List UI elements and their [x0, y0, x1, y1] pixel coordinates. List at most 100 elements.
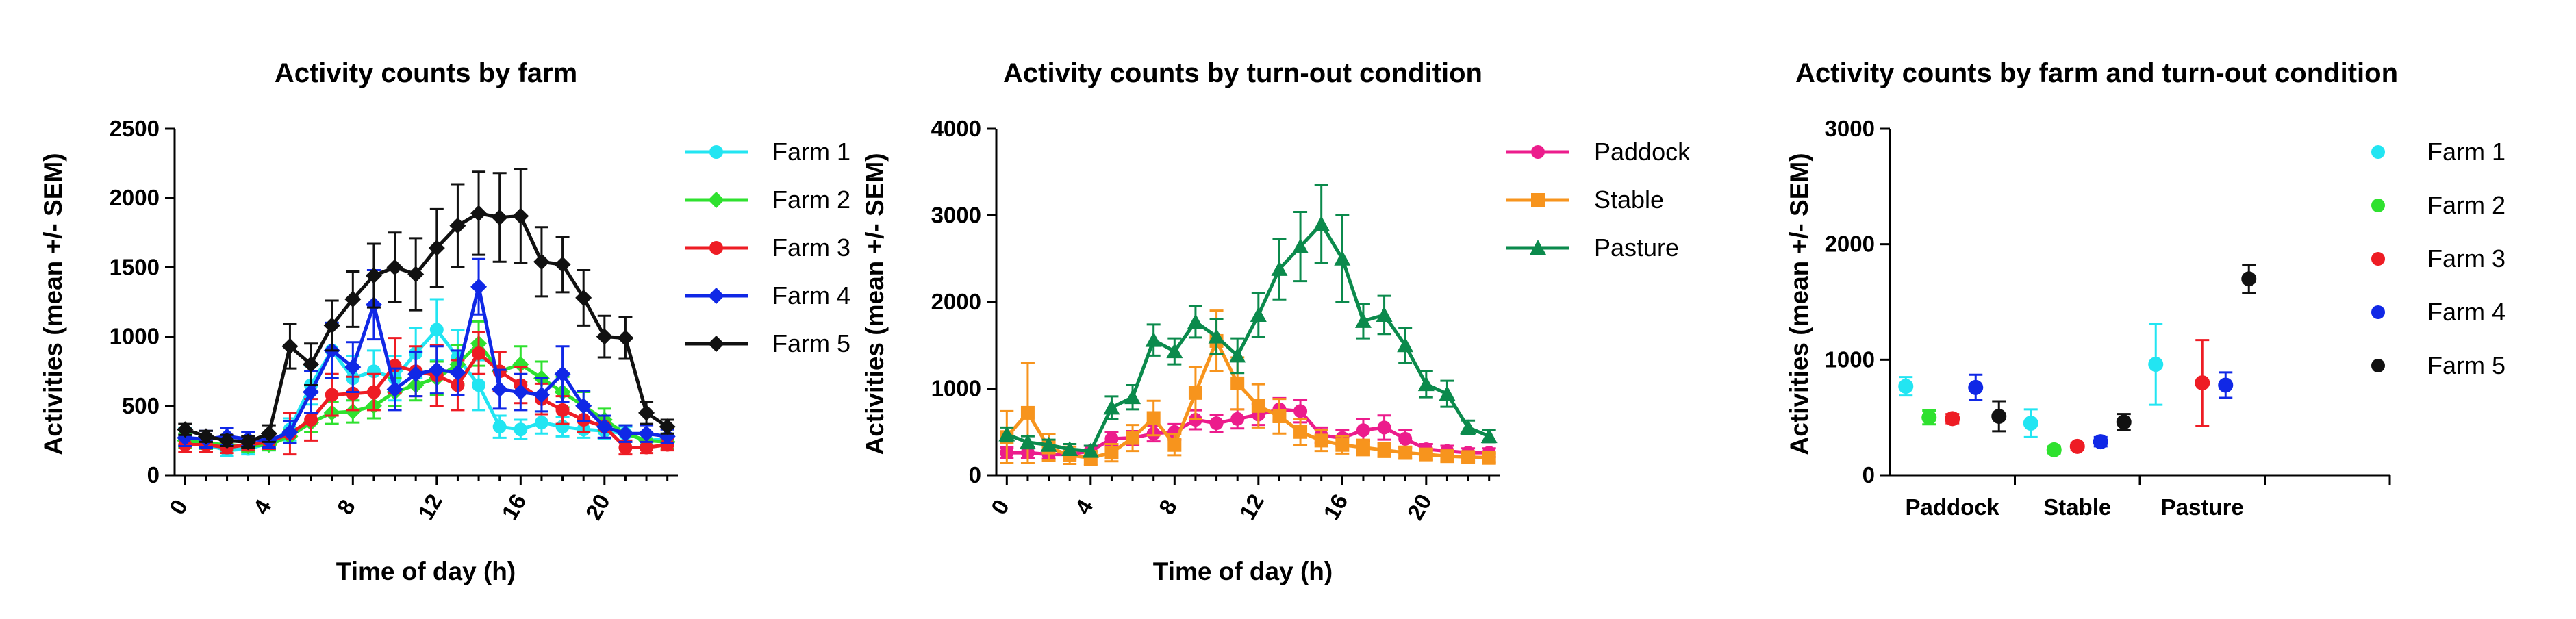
- x-tick-label: 0: [986, 495, 1014, 518]
- plot-area: [1898, 264, 2257, 457]
- data-point: [2069, 438, 2085, 454]
- legend-item-farm-1: Farm 1: [685, 138, 850, 166]
- data-point: [555, 403, 570, 417]
- data-point: [1250, 306, 1267, 322]
- series-line: [185, 285, 668, 442]
- data-point: [1208, 328, 1225, 344]
- data-point: [386, 381, 403, 398]
- y-tick-label: 2000: [931, 289, 981, 314]
- series-line: [185, 351, 668, 449]
- series-farm-5: [177, 168, 676, 451]
- data-point: [638, 425, 655, 442]
- legend-marker: [709, 241, 723, 255]
- data-point: [659, 428, 676, 445]
- data-point: [177, 421, 194, 438]
- data-point: [617, 329, 634, 346]
- data-point: [534, 416, 548, 430]
- y-tick-label: 2500: [110, 116, 160, 141]
- data-point: [1945, 411, 1960, 427]
- data-point: [240, 433, 257, 451]
- data-point: [1898, 379, 1914, 394]
- data-point: [366, 385, 381, 399]
- data-point: [365, 267, 382, 284]
- data-point: [492, 420, 507, 434]
- data-point: [470, 278, 488, 295]
- data-point: [1293, 425, 1308, 439]
- chart-title: Activity counts by farm and turn-out con…: [1795, 58, 2398, 88]
- data-point: [1419, 447, 1433, 462]
- data-point: [197, 428, 214, 445]
- data-point: [472, 378, 486, 392]
- legend-item-farm-1: Farm 1: [2371, 138, 2505, 166]
- legend-item-farm-3: Farm 3: [2371, 244, 2505, 273]
- legend-label: Farm 4: [772, 281, 850, 310]
- y-tick-label: 0: [969, 462, 981, 488]
- legend-marker: [2371, 145, 2385, 159]
- legend-label: Stable: [1594, 186, 1664, 214]
- series-farm-2: [1921, 409, 2062, 457]
- legend-item-farm-4: Farm 4: [685, 281, 850, 310]
- data-point: [1968, 379, 1984, 395]
- data-point: [260, 425, 277, 442]
- data-point: [1356, 423, 1370, 438]
- data-point: [533, 386, 550, 403]
- data-point: [596, 328, 613, 345]
- data-point: [218, 432, 236, 449]
- data-point: [660, 438, 674, 452]
- data-point: [1354, 312, 1372, 328]
- data-point: [1921, 409, 1937, 425]
- data-point: [1376, 306, 1393, 322]
- x-tick-label: 8: [332, 495, 360, 518]
- chart-title: Activity counts by turn-out condition: [1003, 58, 1482, 88]
- x-axis-label: Time of day (h): [336, 557, 516, 585]
- data-point: [449, 364, 466, 381]
- data-point: [1166, 343, 1183, 359]
- x-tick-label: 0: [164, 495, 192, 518]
- panel-by-farm-and-turnout: Activity counts by farm and turn-out con…: [1785, 58, 2505, 520]
- data-point: [1229, 347, 1246, 363]
- data-point: [998, 426, 1015, 442]
- data-point: [1061, 441, 1078, 457]
- data-point: [1440, 449, 1454, 464]
- y-axis-label: Activities (mean +/- SEM): [1785, 153, 1813, 455]
- legend-item-pasture: Pasture: [1506, 233, 1679, 262]
- data-point: [323, 317, 340, 334]
- legend-item-farm-5: Farm 5: [2371, 351, 2505, 379]
- series-farm-4: [1968, 371, 2234, 450]
- data-point: [514, 422, 528, 437]
- data-point: [303, 383, 320, 401]
- legend-item-paddock: Paddock: [1506, 138, 1691, 166]
- data-point: [1230, 376, 1245, 390]
- data-point: [428, 362, 445, 379]
- data-point: [1167, 438, 1182, 452]
- series-farm-5: [1991, 264, 2257, 433]
- x-tick-label: 20: [1402, 490, 1437, 524]
- data-point: [1251, 399, 1265, 413]
- data-point: [281, 338, 299, 355]
- data-point: [1019, 433, 1036, 449]
- data-point: [1126, 431, 1140, 445]
- data-point: [618, 440, 633, 455]
- data-point: [640, 440, 654, 455]
- data-point: [303, 356, 320, 373]
- legend-item-farm-2: Farm 2: [2371, 191, 2505, 219]
- data-point: [1461, 450, 1476, 464]
- series-line: [184, 212, 669, 444]
- y-tick-label: 1000: [931, 376, 981, 401]
- data-point: [554, 366, 571, 383]
- data-point: [533, 253, 550, 270]
- y-tick-label: 1000: [110, 324, 160, 349]
- x-tick-label: 16: [1318, 490, 1352, 524]
- data-point: [1334, 250, 1351, 266]
- data-point: [304, 413, 318, 427]
- legend-label: Farm 5: [772, 329, 850, 357]
- data-point: [1146, 411, 1161, 425]
- data-point: [1417, 376, 1435, 392]
- data-point: [1480, 428, 1498, 444]
- legend-marker: [708, 336, 724, 352]
- data-point: [1020, 405, 1035, 420]
- data-point: [449, 217, 466, 234]
- legend-marker: [708, 192, 724, 208]
- data-point: [2023, 416, 2038, 431]
- y-axis-label: Activities (mean +/- SEM): [861, 153, 889, 455]
